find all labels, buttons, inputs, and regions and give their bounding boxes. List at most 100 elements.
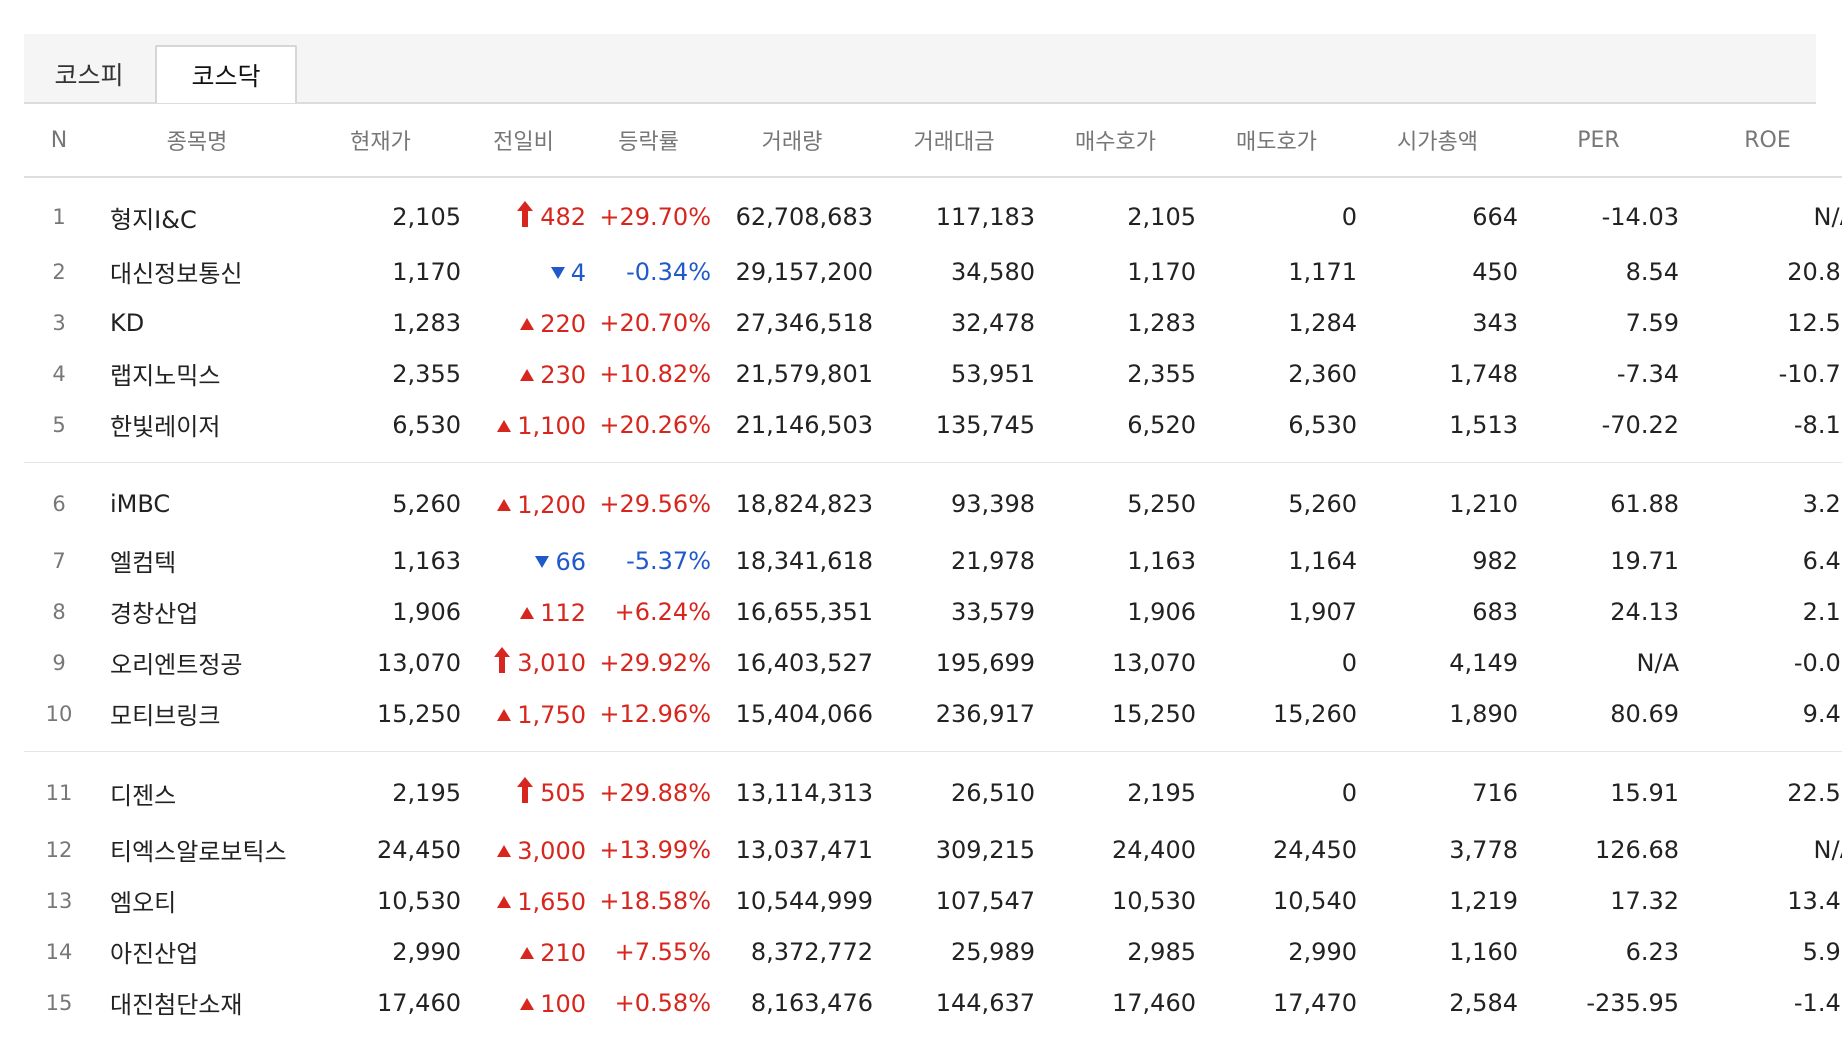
stock-name-link[interactable]: iMBC — [94, 462, 300, 535]
table-row[interactable]: 13 엠오티 10,530 1,650 +18.58% 10,544,999 107,547… — [24, 875, 1842, 926]
ask-cell: 15,260 — [1273, 699, 1357, 728]
cap-cell: 683 — [1472, 597, 1518, 626]
table-row[interactable]: 5 한빛레이저 6,530 1,100 +20.26% 21,146,503 135,745… — [24, 399, 1842, 463]
table-row[interactable]: 11 디젠스 2,195 505 +29.88% 13,114,313 26,510 2,19… — [24, 751, 1842, 824]
price-cell: 13,070 — [377, 648, 461, 677]
rank-cell: 2 — [52, 259, 66, 284]
change-value: 230 — [520, 361, 586, 389]
table-row[interactable]: 15 대진첨단소재 17,460 100 +0.58% 8,163,476 144,637 1… — [24, 977, 1842, 1040]
stock-name-link[interactable]: 대진첨단소재 — [110, 991, 243, 1019]
triangle-up-icon — [520, 368, 535, 381]
stock-name-link[interactable]: 경창산업 — [110, 600, 199, 628]
col-header-per: PER — [1518, 104, 1679, 178]
change-cell: 1,750 — [461, 688, 586, 752]
price-cell: 2,105 — [392, 203, 461, 231]
price-cell: 1,163 — [392, 546, 461, 575]
col-header-ask: 매도호가 — [1196, 104, 1357, 178]
triangle-up-icon — [497, 708, 512, 721]
change-amount: 1,750 — [517, 700, 586, 729]
change-amount: 230 — [540, 360, 586, 389]
cap-cell: 3,778 — [1449, 835, 1518, 864]
table-row[interactable]: 12 티엑스알로보틱스 24,450 3,000 +13.99% 13,037,471 30… — [24, 824, 1842, 875]
volume-cell: 10,544,999 — [735, 886, 873, 915]
stock-name-link[interactable]: 랩지노믹스 — [110, 362, 221, 390]
table-body: 1 형지I&C 2,105 482 +29.70% 62,708,683 117,183 2,… — [24, 177, 1842, 1040]
table-row[interactable]: 14 아진산업 2,990 210 +7.55% 8,372,772 25,989 2,985… — [24, 926, 1842, 977]
roe-cell: 2.12 — [1802, 597, 1842, 626]
rank-cell: 12 — [45, 837, 73, 862]
change-cell: 1,200 — [461, 462, 586, 535]
bid-cell: 15,250 — [1112, 699, 1196, 728]
stock-name-link[interactable]: 오리엔트정공 — [110, 651, 243, 679]
per-cell: 6.23 — [1625, 937, 1679, 966]
rate-cell: -0.34% — [626, 257, 711, 286]
ask-cell: 10,540 — [1273, 886, 1357, 915]
table-row[interactable]: 10 모티브링크 15,250 1,750 +12.96% 15,404,066 236,9… — [24, 688, 1842, 752]
bid-cell: 1,170 — [1127, 257, 1196, 286]
stock-name-link[interactable]: 한빛레이저 — [110, 413, 221, 441]
rate-cell: +18.58% — [599, 886, 711, 915]
bid-cell: 5,250 — [1035, 462, 1196, 535]
market-tabs: 코스피 코스닥 — [24, 34, 1816, 104]
price-cell: 5,260 — [300, 462, 461, 535]
per-cell: 17.32 — [1610, 886, 1679, 915]
table-row[interactable]: 7 엘컴텍 1,163 66 -5.37% 18,341,618 21,978 1,163 1,… — [24, 535, 1842, 586]
change-amount: 3,000 — [517, 836, 586, 865]
amount-cell: 309,215 — [935, 835, 1035, 864]
ask-cell: 2,360 — [1288, 359, 1357, 388]
table-row[interactable]: 8 경창산업 1,906 112 +6.24% 16,655,351 33,579 1,906… — [24, 586, 1842, 637]
change-value: 482 — [516, 201, 586, 233]
change-amount: 482 — [540, 203, 586, 231]
volume-cell: 29,157,200 — [735, 257, 873, 286]
change-amount: 505 — [540, 779, 586, 807]
stock-name-link[interactable]: 모티브링크 — [110, 702, 221, 730]
stock-name-link[interactable]: 엘컴텍 — [110, 549, 177, 577]
change-value: 1,200 — [497, 491, 586, 519]
change-amount: 3,010 — [517, 648, 586, 677]
rank-cell: 9 — [52, 650, 66, 675]
rate-cell: +10.82% — [599, 359, 711, 388]
cap-cell: 982 — [1472, 546, 1518, 575]
bid-cell: 2,355 — [1127, 359, 1196, 388]
table-row[interactable]: 2 대신정보통신 1,170 4 -0.34% 29,157,200 34,580 1,170… — [24, 246, 1842, 297]
ask-cell: 0 — [1196, 751, 1357, 824]
volume-cell: 18,824,823 — [711, 462, 873, 535]
price-cell: 2,355 — [392, 359, 461, 388]
stock-name-link[interactable]: 아진산업 — [110, 940, 199, 968]
table-row[interactable]: 4 랩지노믹스 2,355 230 +10.82% 21,579,801 53,951 2,3… — [24, 348, 1842, 399]
stock-name-link[interactable]: 티엑스알로보틱스 — [110, 838, 287, 866]
roe-cell: 5.97 — [1802, 937, 1842, 966]
table-row[interactable]: 6 iMBC 5,260 1,200 +29.56% 18,824,823 93,398 5,… — [24, 462, 1842, 535]
change-value: 505 — [516, 777, 586, 809]
change-cell: 3,010 — [461, 637, 586, 688]
roe-cell: 13.40 — [1787, 886, 1842, 915]
col-header-name: 종목명 — [94, 104, 300, 178]
roe-cell: -8.17 — [1793, 410, 1842, 439]
cap-cell: 450 — [1472, 257, 1518, 286]
roe-cell: 6.43 — [1802, 546, 1842, 575]
tab-kospi[interactable]: 코스피 — [54, 61, 124, 90]
roe-cell: 22.53 — [1679, 751, 1842, 824]
stock-name-link[interactable]: KD — [110, 308, 145, 337]
col-header-amount: 거래대금 — [873, 104, 1035, 178]
bid-cell: 1,283 — [1127, 308, 1196, 337]
roe-cell: -10.72 — [1778, 359, 1842, 388]
table-row[interactable]: 1 형지I&C 2,105 482 +29.70% 62,708,683 117,183 2,… — [24, 177, 1842, 246]
stock-name-link[interactable]: 엠오티 — [110, 889, 177, 917]
table-row[interactable]: 3 KD 1,283 220 +20.70% 27,346,518 32,478 1,283 1… — [24, 297, 1842, 348]
table-row[interactable]: 9 오리엔트정공 13,070 3,010 +29.92% 16,403,527 195,6… — [24, 637, 1842, 688]
triangle-down-icon — [535, 555, 550, 568]
tab-kosdaq[interactable]: 코스닥 — [155, 45, 297, 103]
cap-cell: 343 — [1472, 308, 1518, 337]
per-cell: -14.03 — [1601, 203, 1679, 231]
stock-name-link[interactable]: 형지I&C — [110, 205, 197, 234]
cap-cell: 1,890 — [1449, 699, 1518, 728]
stock-name-link[interactable]: 디젠스 — [94, 751, 300, 824]
change-cell: 3,000 — [461, 824, 586, 875]
volume-cell: 13,037,471 — [735, 835, 873, 864]
col-header-market-cap: 시가총액 — [1357, 104, 1518, 178]
stock-name-link[interactable]: 대신정보통신 — [110, 260, 243, 288]
change-cell: 112 — [461, 586, 586, 637]
ask-cell: 1,164 — [1288, 546, 1357, 575]
ask-cell: 2,990 — [1288, 937, 1357, 966]
